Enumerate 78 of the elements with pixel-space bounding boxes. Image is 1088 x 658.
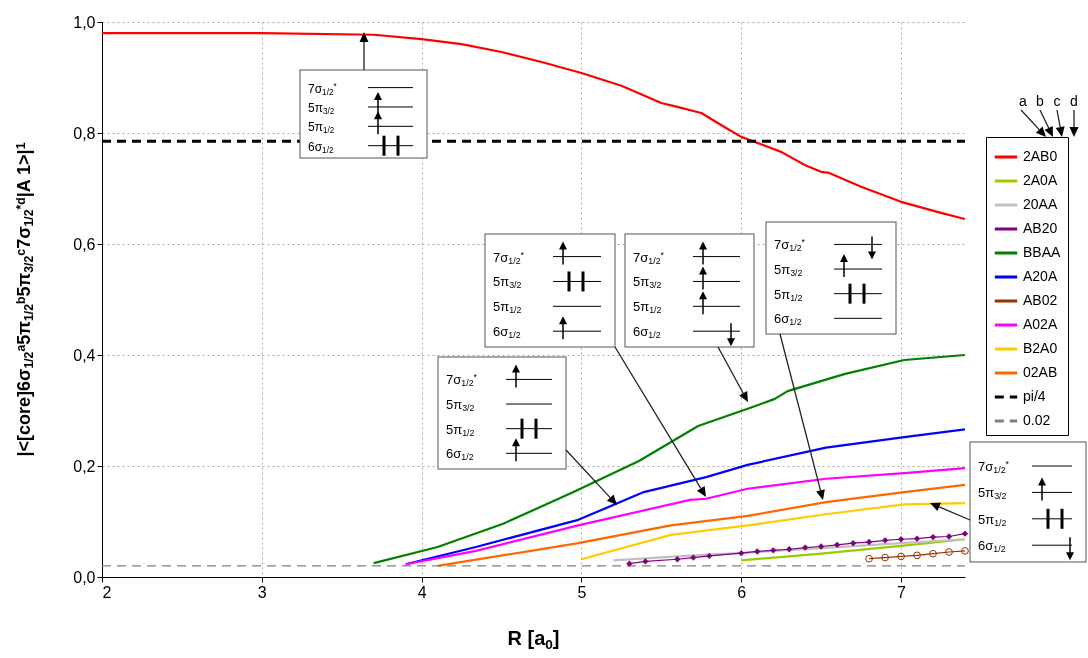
annotation: 5π$_{3/2}$ xyxy=(774,262,803,279)
annotation: 6σ$_{1/2}$ xyxy=(308,139,334,155)
x-tick-label: 6 xyxy=(737,583,747,601)
line-series xyxy=(436,483,965,567)
annotation: 5π$_{1/2}$ xyxy=(633,299,662,316)
point xyxy=(706,552,713,560)
point xyxy=(929,549,937,558)
x-tick-label: 4 xyxy=(417,583,427,601)
annotation: 5π$_{1/2}$ xyxy=(308,120,335,136)
point xyxy=(818,543,825,550)
point xyxy=(738,549,745,557)
annotation: 6σ$_{1/2}$ xyxy=(774,311,802,328)
annotation: 5π$_{3/2}$ xyxy=(633,274,662,291)
point xyxy=(786,546,793,553)
point xyxy=(897,536,905,543)
point xyxy=(642,558,649,565)
point xyxy=(802,544,809,551)
point xyxy=(865,538,873,546)
legend-label: A20A xyxy=(1023,268,1058,284)
point xyxy=(770,547,777,554)
legend-label: 2AB0 xyxy=(1023,148,1058,164)
annotation: 5π$_{1/2}$ xyxy=(774,286,803,303)
point xyxy=(881,553,889,562)
annotation: 6σ$_{1/2}$ xyxy=(493,324,521,341)
y-tick-label: 0,0 xyxy=(73,568,96,586)
line-series xyxy=(612,538,965,562)
y-tick-label: 1,0 xyxy=(73,13,96,31)
line-series xyxy=(740,538,965,562)
line-series xyxy=(372,353,965,565)
point xyxy=(913,535,921,542)
x-tick-label: 3 xyxy=(257,583,267,601)
point xyxy=(849,539,857,547)
point xyxy=(961,530,969,537)
point xyxy=(865,554,873,563)
point xyxy=(913,551,921,560)
y-tick-label: 0,6 xyxy=(73,235,96,253)
point xyxy=(626,560,633,567)
y-tick-label: 0,8 xyxy=(73,124,96,142)
line-series xyxy=(404,467,965,566)
text: 6σ$_{1/2}$ xyxy=(978,538,1006,555)
point xyxy=(929,533,937,541)
legend-label: A02A xyxy=(1023,316,1058,332)
legend-label: AB02 xyxy=(1023,292,1058,308)
y-tick-label: 0,4 xyxy=(73,346,96,364)
annotation: 5π$_{1/2}$ xyxy=(446,421,475,438)
annotation: 6σ$_{1/2}$ xyxy=(446,446,474,463)
annotation: 5π$_{1/2}$ xyxy=(493,299,522,316)
legend-label: BBAA xyxy=(1023,244,1062,260)
legend-label: 2A0A xyxy=(1023,172,1058,188)
x-tick-label: 5 xyxy=(577,583,587,601)
point xyxy=(897,552,905,561)
x-axis-title: R [a$_{0}$] xyxy=(507,627,560,652)
line-series xyxy=(102,32,965,221)
legend-label: 0.02 xyxy=(1023,412,1051,428)
text: 5π$_{3/2}$ xyxy=(978,485,1007,502)
legend-title: a b c d xyxy=(1019,93,1078,109)
legend-label: B2A0 xyxy=(1023,340,1058,356)
line-series xyxy=(580,502,965,561)
point xyxy=(945,533,953,540)
legend-label: pi/4 xyxy=(1023,388,1046,404)
point xyxy=(833,541,841,548)
annotation: 5π$_{3/2}$ xyxy=(446,397,475,414)
point xyxy=(754,548,761,555)
point xyxy=(690,554,697,561)
point xyxy=(961,547,969,555)
point xyxy=(945,548,953,556)
annotation: 5π$_{3/2}$ xyxy=(308,100,335,116)
annotation: 6σ$_{1/2}$ xyxy=(633,324,661,341)
legend-label: AB20 xyxy=(1023,220,1058,236)
x-tick-label: 2 xyxy=(102,583,112,601)
legend-label: 20AA xyxy=(1023,196,1058,212)
point xyxy=(881,537,889,544)
x-tick-label: 7 xyxy=(897,583,907,601)
text: 5π$_{1/2}$ xyxy=(978,511,1007,529)
point xyxy=(674,556,681,563)
y-tick-label: 0,2 xyxy=(73,457,96,475)
annotation: 5π$_{3/2}$ xyxy=(493,274,522,291)
legend-label: 02AB xyxy=(1023,364,1058,380)
